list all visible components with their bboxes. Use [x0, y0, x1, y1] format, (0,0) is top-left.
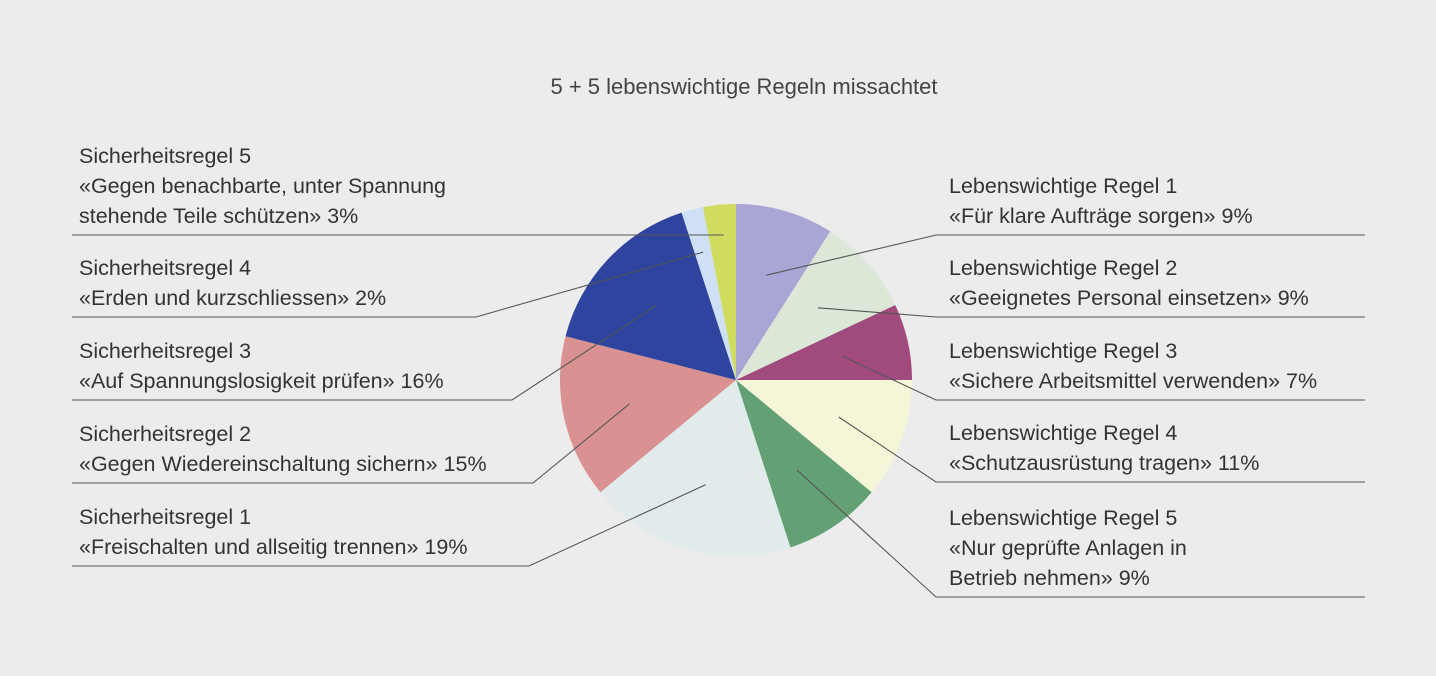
slice-label-text: «Auf Spannungslosigkeit prüfen» 16% — [79, 369, 444, 393]
slice-label-text: «Für klare Aufträge sorgen» 9% — [949, 204, 1253, 228]
slice-label-heading: Lebenswichtige Regel 4 — [949, 421, 1178, 445]
leader-line — [817, 307, 1365, 318]
leader-line — [842, 355, 1365, 401]
slice-label-heading: Lebenswichtige Regel 2 — [949, 256, 1178, 280]
slice-label: Lebenswichtige Regel 5 «Nur geprüfte Anla… — [949, 503, 1187, 593]
pie-slice — [681, 207, 736, 380]
slice-label: Lebenswichtige Regel 2 «Geeignetes Person… — [949, 253, 1309, 313]
pie-slice — [736, 380, 872, 548]
slice-label-text: «Freischalten und allseitig trennen» 19% — [79, 535, 468, 559]
leader-lines — [72, 234, 1365, 598]
leader-line — [838, 416, 1365, 483]
slice-label-text: «Sichere Arbeitsmittel verwenden» 7% — [949, 369, 1318, 393]
leader-line — [72, 304, 657, 401]
slice-label-heading: Sicherheitsregel 3 — [79, 339, 252, 363]
pie-slice — [736, 204, 831, 380]
slice-label-text: «Nur geprüfte Anlagen in — [949, 536, 1187, 560]
leader-line — [72, 484, 706, 567]
slice-label: Sicherheitsregel 1 «Freischalten und alls… — [79, 502, 467, 562]
leader-line — [72, 251, 704, 318]
slice-label: Sicherheitsregel 3 «Auf Spannungslosigkei… — [79, 336, 444, 396]
pie-slice — [600, 380, 791, 557]
leader-line — [766, 234, 1365, 276]
slice-label: Lebenswichtige Regel 1 «Für klare Aufträg… — [949, 171, 1253, 231]
pie-slice — [703, 204, 736, 380]
slice-label-text: stehende Teile schützen» 3% — [79, 204, 359, 228]
slice-label: Sicherheitsregel 4 «Erden und kurzschlies… — [79, 253, 386, 313]
pie-slice — [736, 380, 912, 493]
chart-title: 5 + 5 lebenswichtige Regeln missachtet — [550, 74, 938, 99]
slice-label: Sicherheitsregel 2 «Gegen Wiedereinschalt… — [79, 419, 487, 479]
leader-line — [72, 403, 630, 484]
slice-label-heading: Lebenswichtige Regel 5 — [949, 506, 1178, 530]
slice-label: Lebenswichtige Regel 3 «Sichere Arbeitsmi… — [949, 336, 1317, 396]
slice-label-text: «Geeignetes Personal einsetzen» 9% — [949, 286, 1309, 310]
slice-label-heading: Sicherheitsregel 5 — [79, 144, 252, 168]
slice-label-heading: Lebenswichtige Regel 3 — [949, 339, 1178, 363]
slice-label-text: «Gegen benachbarte, unter Spannung — [79, 174, 446, 198]
pie-slices — [559, 204, 912, 557]
slice-label: Sicherheitsregel 5 «Gegen benachbarte, un… — [79, 141, 446, 231]
pie-slice — [559, 336, 736, 493]
slice-label-heading: Sicherheitsregel 4 — [79, 256, 252, 280]
pie-slice — [736, 231, 896, 380]
slice-label-text: Betrieb nehmen» 9% — [949, 566, 1150, 590]
pie-slice — [736, 305, 912, 380]
leader-line — [796, 469, 1365, 598]
slice-label-heading: Sicherheitsregel 2 — [79, 422, 252, 446]
slice-label-text: «Erden und kurzschliessen» 2% — [79, 286, 387, 310]
slice-label-heading: Sicherheitsregel 1 — [79, 505, 252, 529]
slice-label-text: «Gegen Wiedereinschaltung sichern» 15% — [79, 452, 487, 476]
slice-label-text: «Schutzausrüstung tragen» 11% — [949, 451, 1260, 475]
slice-label: Lebenswichtige Regel 4 «Schutzausrüstung … — [949, 418, 1259, 478]
slice-label-heading: Lebenswichtige Regel 1 — [949, 174, 1178, 198]
